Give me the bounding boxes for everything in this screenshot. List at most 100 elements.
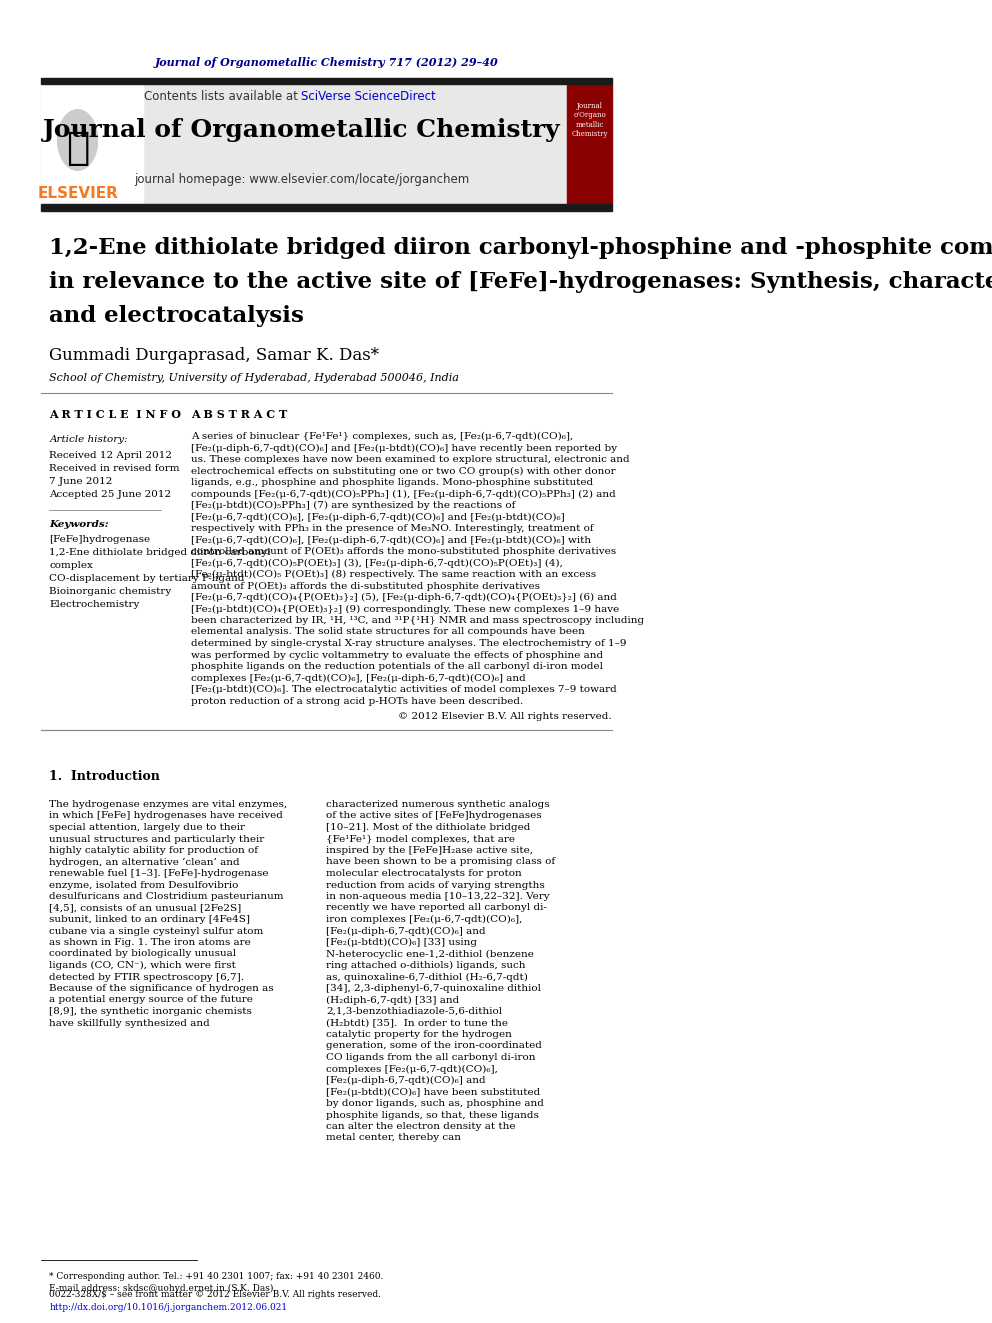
Text: © 2012 Elsevier B.V. All rights reserved.: © 2012 Elsevier B.V. All rights reserved… (399, 712, 612, 721)
Text: recently we have reported all carbonyl di-: recently we have reported all carbonyl d… (326, 904, 548, 913)
Text: Received 12 April 2012: Received 12 April 2012 (50, 451, 173, 460)
Text: A B S T R A C T: A B S T R A C T (190, 410, 287, 421)
Text: compounds [Fe₂(μ-6,7-qdt)(CO)₅PPh₃] (1), [Fe₂(μ-diph-6,7-qdt)(CO)₅PPh₃] (2) and: compounds [Fe₂(μ-6,7-qdt)(CO)₅PPh₃] (1),… (190, 490, 616, 499)
Text: electrochemical effects on substituting one or two CO group(s) with other donor: electrochemical effects on substituting … (190, 467, 615, 476)
Text: N-heterocyclic ene-1,2-dithiol (benzene: N-heterocyclic ene-1,2-dithiol (benzene (326, 950, 535, 959)
Text: determined by single-crystal X-ray structure analyses. The electrochemistry of 1: determined by single-crystal X-ray struc… (190, 639, 626, 648)
Text: [Fe₂(μ-btdt)(CO)₅PPh₃] (7) are synthesized by the reactions of: [Fe₂(μ-btdt)(CO)₅PPh₃] (7) are synthesiz… (190, 501, 515, 511)
Text: generation, some of the iron-coordinated: generation, some of the iron-coordinated (326, 1041, 543, 1050)
Text: ring attached o-dithiols) ligands, such: ring attached o-dithiols) ligands, such (326, 960, 526, 970)
Text: hydrogen, an alternative ‘clean’ and: hydrogen, an alternative ‘clean’ and (50, 857, 240, 867)
Text: complexes [Fe₂(μ-6,7-qdt)(CO)₆], [Fe₂(μ-diph-6,7-qdt)(CO)₆] and: complexes [Fe₂(μ-6,7-qdt)(CO)₆], [Fe₂(μ-… (190, 673, 526, 683)
Text: controlled amount of P(OEt)₃ affords the mono-substituted phosphite derivatives: controlled amount of P(OEt)₃ affords the… (190, 546, 616, 556)
Bar (567, 83, 612, 204)
Text: 1,2-Ene dithiolate bridged diiron carbonyl-phosphine and -phosphite complexes: 1,2-Ene dithiolate bridged diiron carbon… (50, 237, 992, 259)
Circle shape (58, 110, 97, 169)
Text: Gummadi Durgaprasad, Samar K. Das*: Gummadi Durgaprasad, Samar K. Das* (50, 347, 379, 364)
Text: [10–21]. Most of the dithiolate bridged: [10–21]. Most of the dithiolate bridged (326, 823, 531, 832)
Text: [Fe₂(μ-btdt)(CO)₅ P(OEt)₃] (8) respectively. The same reaction with an excess: [Fe₂(μ-btdt)(CO)₅ P(OEt)₃] (8) respectiv… (190, 570, 596, 579)
Text: [Fe₂(μ-btdt)(CO)₄{P(OEt)₃}₂] (9) correspondingly. These new complexes 1–9 have: [Fe₂(μ-btdt)(CO)₄{P(OEt)₃}₂] (9) corresp… (190, 605, 619, 614)
Text: CO-displacement by tertiary P-ligand: CO-displacement by tertiary P-ligand (50, 574, 245, 583)
Bar (41, 83, 143, 204)
Text: [Fe₂(μ-6,7-qdt)(CO)₄{P(OEt)₃}₂] (5), [Fe₂(μ-diph-6,7-qdt)(CO)₄{P(OEt)₃}₂] (6) an: [Fe₂(μ-6,7-qdt)(CO)₄{P(OEt)₃}₂] (5), [Fe… (190, 593, 617, 602)
Text: ligands (CO, CN⁻), which were first: ligands (CO, CN⁻), which were first (50, 960, 236, 970)
Text: Because of the significance of hydrogen as: Because of the significance of hydrogen … (50, 984, 274, 994)
Text: 🌳: 🌳 (65, 130, 89, 167)
Text: renewable fuel [1–3]. [FeFe]-hydrogenase: renewable fuel [1–3]. [FeFe]-hydrogenase (50, 869, 269, 878)
Text: Journal
o'Organo
metallic
Chemistry: Journal o'Organo metallic Chemistry (571, 102, 608, 138)
Text: [Fe₂(μ-6,7-qdt)(CO)₅P(OEt)₃] (3), [Fe₂(μ-diph-6,7-qdt)(CO)₅P(OEt)₃] (4),: [Fe₂(μ-6,7-qdt)(CO)₅P(OEt)₃] (3), [Fe₂(μ… (190, 558, 562, 568)
Text: {Fe¹Fe¹} model complexes, that are: {Fe¹Fe¹} model complexes, that are (326, 835, 516, 844)
Circle shape (58, 110, 97, 169)
Text: subunit, linked to an ordinary [4Fe4S]: subunit, linked to an ordinary [4Fe4S] (50, 916, 250, 923)
Bar (41, 78, 612, 83)
Text: us. These complexes have now been examined to explore structural, electronic and: us. These complexes have now been examin… (190, 455, 630, 464)
Text: in relevance to the active site of [FeFe]-hydrogenases: Synthesis, characterizat: in relevance to the active site of [FeFe… (50, 271, 992, 292)
Text: ligands, e.g., phosphine and phosphite ligands. Mono-phosphine substituted: ligands, e.g., phosphine and phosphite l… (190, 478, 593, 487)
Text: detected by FTIR spectroscopy [6,7].: detected by FTIR spectroscopy [6,7]. (50, 972, 244, 982)
Text: unusual structures and particularly their: unusual structures and particularly thei… (50, 835, 265, 844)
Text: Journal of Organometallic Chemistry: Journal of Organometallic Chemistry (43, 118, 560, 142)
Text: E-mail address: skdsc@uohyd.ernet.in (S.K. Das).: E-mail address: skdsc@uohyd.ernet.in (S.… (50, 1285, 277, 1293)
Text: [Fe₂(μ-6,7-qdt)(CO)₆], [Fe₂(μ-diph-6,7-qdt)(CO)₆] and [Fe₂(μ-btdt)(CO)₆]: [Fe₂(μ-6,7-qdt)(CO)₆], [Fe₂(μ-diph-6,7-q… (190, 512, 564, 521)
Text: [Fe₂(μ-diph-6,7-qdt)(CO)₆] and [Fe₂(μ-btdt)(CO)₆] have recently been reported by: [Fe₂(μ-diph-6,7-qdt)(CO)₆] and [Fe₂(μ-bt… (190, 443, 617, 452)
Text: 7 June 2012: 7 June 2012 (50, 478, 113, 486)
Text: Journal of Organometallic Chemistry 717 (2012) 29–40: Journal of Organometallic Chemistry 717 … (155, 57, 498, 67)
Text: http://dx.doi.org/10.1016/j.jorganchem.2012.06.021: http://dx.doi.org/10.1016/j.jorganchem.2… (50, 1303, 288, 1312)
Text: (H₂diph-6,7-qdt) [33] and: (H₂diph-6,7-qdt) [33] and (326, 995, 459, 1004)
Text: ELSEVIER: ELSEVIER (38, 185, 118, 201)
Text: 2,1,3-benzothiadiazole-5,6-dithiol: 2,1,3-benzothiadiazole-5,6-dithiol (326, 1007, 503, 1016)
Text: [FeFe]hydrogenase: [FeFe]hydrogenase (50, 534, 151, 544)
Text: elemental analysis. The solid state structures for all compounds have been: elemental analysis. The solid state stru… (190, 627, 584, 636)
Text: [Fe₂(μ-diph-6,7-qdt)(CO)₆] and: [Fe₂(μ-diph-6,7-qdt)(CO)₆] and (326, 1076, 486, 1085)
Text: [8,9], the synthetic inorganic chemists: [8,9], the synthetic inorganic chemists (50, 1007, 252, 1016)
Text: SciVerse ScienceDirect: SciVerse ScienceDirect (302, 90, 436, 103)
Text: amount of P(OEt)₃ affords the di-substituted phosphite derivatives: amount of P(OEt)₃ affords the di-substit… (190, 582, 540, 590)
Text: desulfuricans and Clostridium pasteurianum: desulfuricans and Clostridium pasteurian… (50, 892, 284, 901)
Text: 1,2-Ene dithiolate bridged diiron carbonyl: 1,2-Ene dithiolate bridged diiron carbon… (50, 548, 271, 557)
Text: Accepted 25 June 2012: Accepted 25 June 2012 (50, 490, 172, 499)
Text: journal homepage: www.elsevier.com/locate/jorganchem: journal homepage: www.elsevier.com/locat… (134, 173, 469, 187)
Text: phosphite ligands on the reduction potentials of the all carbonyl di-iron model: phosphite ligands on the reduction poten… (190, 662, 603, 671)
Text: (H₂btdt) [35].  In order to tune the: (H₂btdt) [35]. In order to tune the (326, 1019, 509, 1028)
Text: 1.  Introduction: 1. Introduction (50, 770, 161, 783)
Text: phosphite ligands, so that, these ligands: phosphite ligands, so that, these ligand… (326, 1110, 540, 1119)
Text: have been shown to be a promising class of: have been shown to be a promising class … (326, 857, 556, 867)
Circle shape (58, 110, 97, 169)
Text: Keywords:: Keywords: (50, 520, 109, 529)
Text: by donor ligands, such as, phosphine and: by donor ligands, such as, phosphine and (326, 1099, 545, 1107)
Text: A R T I C L E  I N F O: A R T I C L E I N F O (50, 410, 182, 421)
Text: proton reduction of a strong acid p-HOTs have been described.: proton reduction of a strong acid p-HOTs… (190, 696, 523, 705)
Text: The hydrogenase enzymes are vital enzymes,: The hydrogenase enzymes are vital enzyme… (50, 800, 288, 808)
Text: special attention, largely due to their: special attention, largely due to their (50, 823, 245, 832)
Text: complex: complex (50, 561, 93, 570)
Text: have skillfully synthesized and: have skillfully synthesized and (50, 1019, 210, 1028)
Text: Electrochemistry: Electrochemistry (50, 601, 140, 609)
Text: characterized numerous synthetic analogs: characterized numerous synthetic analogs (326, 800, 550, 808)
Text: in non-aqueous media [10–13,22–32]. Very: in non-aqueous media [10–13,22–32]. Very (326, 892, 550, 901)
Text: metal center, thereby can: metal center, thereby can (326, 1134, 461, 1143)
Text: [Fe₂(μ-btdt)(CO)₆]. The electrocatalytic activities of model complexes 7–9 towar: [Fe₂(μ-btdt)(CO)₆]. The electrocatalytic… (190, 685, 617, 695)
Text: [Fe₂(μ-btdt)(CO)₆] have been substituted: [Fe₂(μ-btdt)(CO)₆] have been substituted (326, 1088, 541, 1097)
Text: been characterized by IR, ¹H, ¹³C, and ³¹P{¹H} NMR and mass spectroscopy includi: been characterized by IR, ¹H, ¹³C, and ³… (190, 617, 644, 624)
Text: enzyme, isolated from Desulfovibrio: enzyme, isolated from Desulfovibrio (50, 881, 239, 889)
Text: of the active sites of [FeFe]hydrogenases: of the active sites of [FeFe]hydrogenase… (326, 811, 542, 820)
Text: * Corresponding author. Tel.: +91 40 2301 1007; fax: +91 40 2301 2460.: * Corresponding author. Tel.: +91 40 230… (50, 1271, 384, 1281)
Text: as, quinoxaline-6,7-dithiol (H₂-6,7-qdt): as, quinoxaline-6,7-dithiol (H₂-6,7-qdt) (326, 972, 529, 982)
Text: [4,5], consists of an unusual [2Fe2S]: [4,5], consists of an unusual [2Fe2S] (50, 904, 242, 913)
Text: [Fe₂(μ-6,7-qdt)(CO)₆], [Fe₂(μ-diph-6,7-qdt)(CO)₆] and [Fe₂(μ-btdt)(CO)₆] with: [Fe₂(μ-6,7-qdt)(CO)₆], [Fe₂(μ-diph-6,7-q… (190, 536, 591, 545)
Text: respectively with PPh₃ in the presence of Me₃NO. Interestingly, treatment of: respectively with PPh₃ in the presence o… (190, 524, 593, 533)
Bar (41, 204, 612, 210)
Text: and electrocatalysis: and electrocatalysis (50, 306, 305, 327)
Text: Contents lists available at: Contents lists available at (144, 90, 302, 103)
Text: [34], 2,3-diphenyl-6,7-quinoxaline dithiol: [34], 2,3-diphenyl-6,7-quinoxaline dithi… (326, 984, 542, 994)
Text: Bioinorganic chemistry: Bioinorganic chemistry (50, 587, 172, 595)
Text: molecular electrocatalysts for proton: molecular electrocatalysts for proton (326, 869, 522, 878)
Text: [Fe₂(μ-diph-6,7-qdt)(CO)₆] and: [Fe₂(μ-diph-6,7-qdt)(CO)₆] and (326, 926, 486, 935)
Text: complexes [Fe₂(μ-6,7-qdt)(CO)₆],: complexes [Fe₂(μ-6,7-qdt)(CO)₆], (326, 1065, 498, 1074)
Text: as shown in Fig. 1. The iron atoms are: as shown in Fig. 1. The iron atoms are (50, 938, 251, 947)
Bar (41, 83, 612, 204)
Text: cubane via a single cysteinyl sulfur atom: cubane via a single cysteinyl sulfur ato… (50, 926, 264, 935)
Text: can alter the electron density at the: can alter the electron density at the (326, 1122, 516, 1131)
Text: coordinated by biologically unusual: coordinated by biologically unusual (50, 950, 236, 958)
